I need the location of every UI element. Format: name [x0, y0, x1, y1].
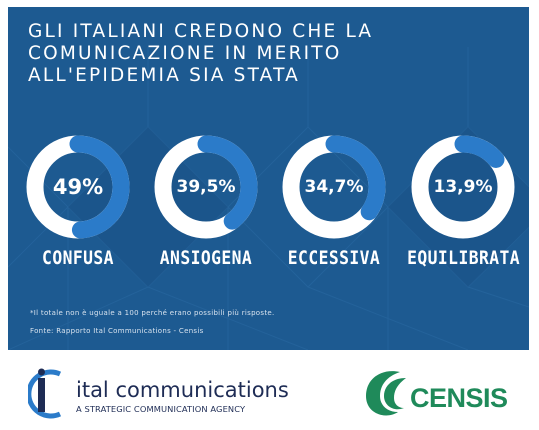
donut-ring	[26, 135, 130, 239]
donut-value-label: 13,9%	[433, 177, 493, 197]
donut-ring	[282, 135, 386, 239]
donut-ring	[154, 135, 258, 239]
censis-logo-name: CENSIS	[410, 383, 508, 413]
title-line-2: COMUNICAZIONE IN MERITO	[28, 43, 342, 64]
category-label-confusa: CONFUSA	[42, 247, 114, 269]
censis-mark-icon	[366, 371, 406, 416]
donut-ansiogena: 39,5%	[154, 135, 258, 239]
donut-arc-confusa	[26, 135, 130, 239]
category-label-eccessiva: ECCESSIVA	[287, 247, 381, 269]
ital-logo-tagline: A STRATEGIC COMMUNICATION AGENCY	[76, 404, 246, 414]
ital-communications-logo: ital communications A STRATEGIC COMMUNIC…	[28, 368, 289, 420]
title-line-3: ALL'EPIDEMIA SIA STATA	[28, 65, 301, 86]
footnote: *Il totale non è uguale a 100 perché era…	[30, 309, 275, 317]
category-label-equilibrata: EQUILIBRATA	[407, 247, 521, 269]
title-line-1: GLI ITALIANI CREDONO CHE LA	[28, 21, 374, 42]
donut-confusa: 49%	[26, 135, 130, 239]
donut-value-label: 39,5%	[176, 177, 236, 197]
category-label-ansiogena: ANSIOGENA	[159, 247, 253, 269]
donut-eccessiva: 34,7%	[282, 135, 386, 239]
donut-ring	[411, 135, 515, 239]
donut-arc-ansiogena	[154, 135, 258, 239]
donut-value-label: 34,7%	[304, 177, 364, 197]
donut-arc-eccessiva	[282, 135, 386, 239]
donut-arc-equilibrata	[411, 135, 515, 239]
infographic-panel: GLI ITALIANI CREDONO CHE LA COMUNICAZION…	[8, 7, 529, 350]
source-note: Fonte: Rapporto Ital Communications - Ce…	[30, 327, 204, 335]
ital-logo-name: ital communications	[76, 378, 289, 402]
ital-mark-icon	[28, 368, 62, 419]
donut-equilibrata: 13,9%	[411, 135, 515, 239]
donut-value-label: 49%	[52, 175, 104, 199]
censis-logo: CENSIS	[360, 366, 520, 420]
chart-title: GLI ITALIANI CREDONO CHE LA COMUNICAZION…	[28, 21, 498, 87]
